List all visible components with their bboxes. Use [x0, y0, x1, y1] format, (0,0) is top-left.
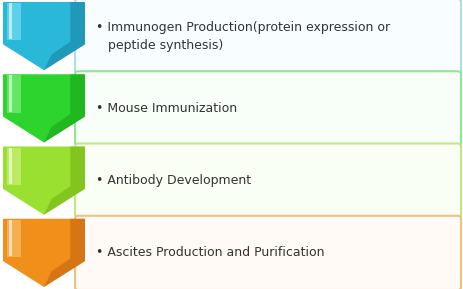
Polygon shape [7, 147, 21, 185]
Polygon shape [44, 147, 85, 215]
FancyBboxPatch shape [75, 216, 460, 289]
Polygon shape [7, 3, 21, 40]
Text: • Ascites Production and Purification: • Ascites Production and Purification [96, 247, 324, 259]
Polygon shape [3, 219, 85, 287]
Text: • Antibody Development: • Antibody Development [96, 174, 250, 187]
FancyBboxPatch shape [75, 144, 460, 218]
FancyBboxPatch shape [75, 71, 460, 145]
Polygon shape [9, 3, 12, 39]
Polygon shape [44, 2, 85, 70]
Text: • Immunogen Production(protein expression or
   peptide synthesis): • Immunogen Production(protein expressio… [96, 21, 389, 52]
Polygon shape [9, 220, 12, 256]
Polygon shape [9, 147, 12, 184]
Text: • Mouse Immunization: • Mouse Immunization [96, 102, 237, 115]
FancyBboxPatch shape [75, 0, 460, 73]
Polygon shape [3, 147, 85, 215]
Polygon shape [9, 75, 12, 112]
Polygon shape [7, 220, 21, 257]
Polygon shape [44, 74, 85, 142]
Polygon shape [3, 74, 85, 142]
Polygon shape [3, 2, 85, 70]
Polygon shape [44, 219, 85, 287]
Polygon shape [7, 75, 21, 112]
